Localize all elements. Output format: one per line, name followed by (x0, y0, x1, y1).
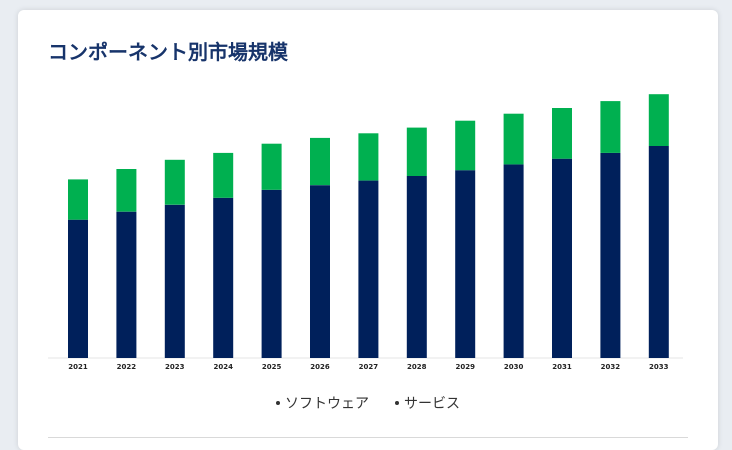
chart-card: コンポーネント別市場規模 2021 2022 2023 2024 2025 2026 202… (18, 10, 718, 450)
bar-services-2033[interactable] (648, 94, 669, 146)
x-tick-label-2032: 2032 (601, 363, 621, 371)
bar-services-2026[interactable] (310, 137, 330, 186)
x-tick-label-2021: 2021 (68, 363, 88, 371)
bar-software-2027[interactable] (358, 180, 379, 358)
legend-item-software[interactable]: ソフトウェア (276, 393, 369, 413)
bar-services-2023[interactable] (164, 159, 185, 205)
legend-bullet-icon (395, 401, 399, 405)
chart-title: コンポーネント別市場規模 (48, 40, 288, 64)
bar-software-2024[interactable] (213, 197, 234, 358)
bar-software-2026[interactable] (310, 185, 330, 358)
legend: ソフトウェア サービス (18, 393, 718, 413)
x-tick-label-2025: 2025 (262, 363, 282, 371)
x-tick-label-2022: 2022 (117, 363, 137, 371)
bottom-divider (48, 437, 688, 438)
bar-services-2025[interactable] (261, 143, 282, 190)
x-tick-label-2033: 2033 (649, 363, 669, 371)
bar-software-2031[interactable] (552, 158, 572, 358)
x-tick-label-2030: 2030 (504, 363, 524, 371)
bar-services-2029[interactable] (455, 120, 476, 171)
bar-services-2022[interactable] (116, 169, 137, 212)
x-tick-label-2029: 2029 (455, 363, 475, 371)
legend-bullet-icon (276, 401, 280, 405)
legend-label-services: サービス (404, 396, 460, 412)
bar-software-2032[interactable] (600, 152, 621, 358)
stacked-bar-chart: 2021 2022 2023 2024 2025 2026 2027 2028 2029 2030… (48, 94, 683, 371)
bar-services-2027[interactable] (358, 133, 379, 181)
x-tick-label-2026: 2026 (310, 363, 330, 371)
bar-software-2029[interactable] (455, 170, 476, 358)
bar-services-2024[interactable] (213, 152, 234, 198)
bar-services-2021[interactable] (68, 179, 88, 220)
bar-software-2023[interactable] (164, 204, 185, 358)
legend-label-software: ソフトウェア (285, 396, 369, 412)
bar-software-2030[interactable] (503, 164, 524, 358)
x-tick-label-2024: 2024 (213, 363, 233, 371)
bar-software-2028[interactable] (406, 176, 427, 358)
x-tick-label-2027: 2027 (359, 363, 379, 371)
bar-software-2021[interactable] (68, 219, 88, 358)
x-tick-label-2028: 2028 (407, 363, 427, 371)
bar-services-2030[interactable] (503, 113, 524, 165)
bar-software-2025[interactable] (261, 189, 282, 358)
bar-services-2028[interactable] (406, 127, 427, 176)
x-tick-label-2023: 2023 (165, 363, 185, 371)
x-tick-labels: 2021 2022 2023 2024 2025 2026 2027 2028 2029 2030… (68, 363, 668, 371)
bars-group (68, 94, 669, 358)
bar-software-2022[interactable] (116, 211, 137, 358)
bar-services-2032[interactable] (600, 101, 621, 153)
bar-services-2031[interactable] (552, 108, 572, 159)
bar-software-2033[interactable] (648, 146, 669, 358)
x-tick-label-2031: 2031 (552, 363, 572, 371)
legend-item-services[interactable]: サービス (395, 393, 460, 413)
